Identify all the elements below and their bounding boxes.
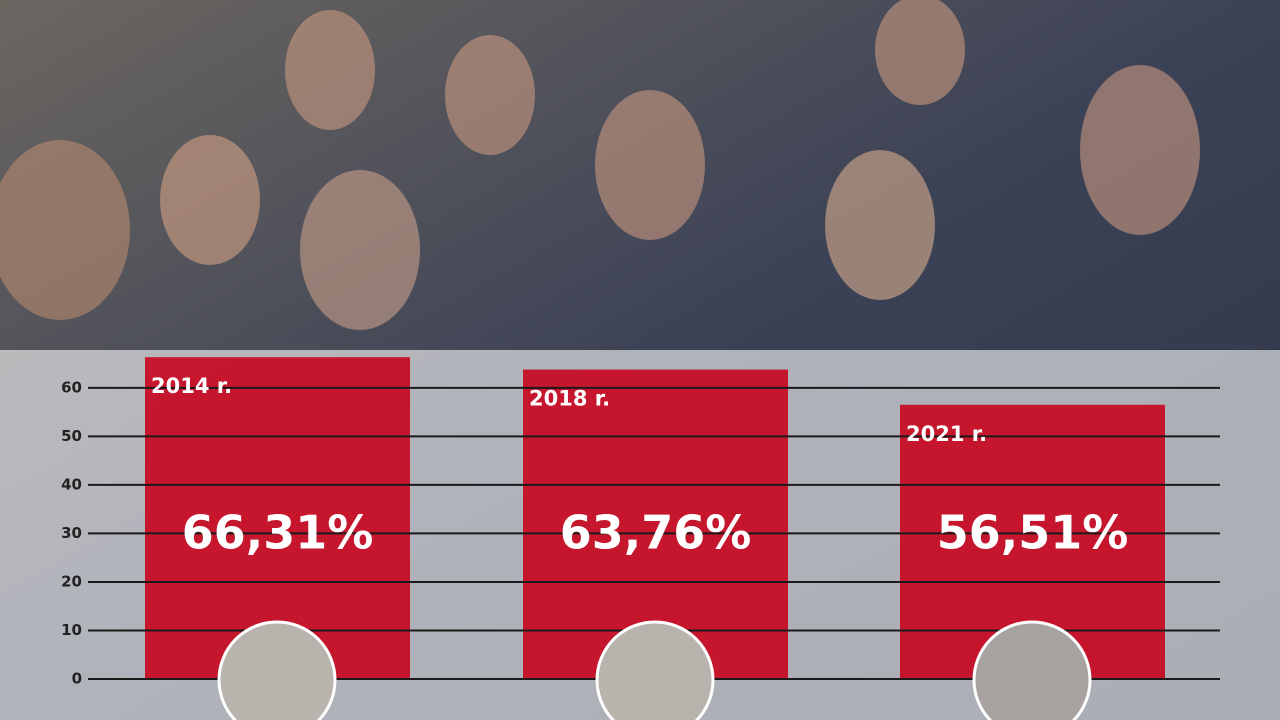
category-label: 2021 r. (906, 422, 987, 446)
portrait (217, 620, 337, 720)
y-tick-label: 40 (61, 475, 82, 493)
y-tick-label: 20 (61, 572, 82, 590)
portrait (595, 620, 715, 720)
category-label: 2014 r. (151, 374, 232, 398)
y-tick-label: 60 (61, 378, 82, 396)
y-tick-label: 50 (61, 427, 82, 445)
y-tick-label: 10 (61, 621, 82, 639)
value-label: 56,51% (937, 506, 1129, 560)
y-tick-label: 0 (72, 670, 82, 688)
y-tick-label: 30 (61, 524, 82, 542)
value-label: 66,31% (182, 506, 374, 560)
portraits (217, 620, 1092, 720)
portrait (972, 620, 1092, 720)
value-label: 63,76% (560, 506, 752, 560)
category-label: 2018 r. (529, 387, 610, 411)
